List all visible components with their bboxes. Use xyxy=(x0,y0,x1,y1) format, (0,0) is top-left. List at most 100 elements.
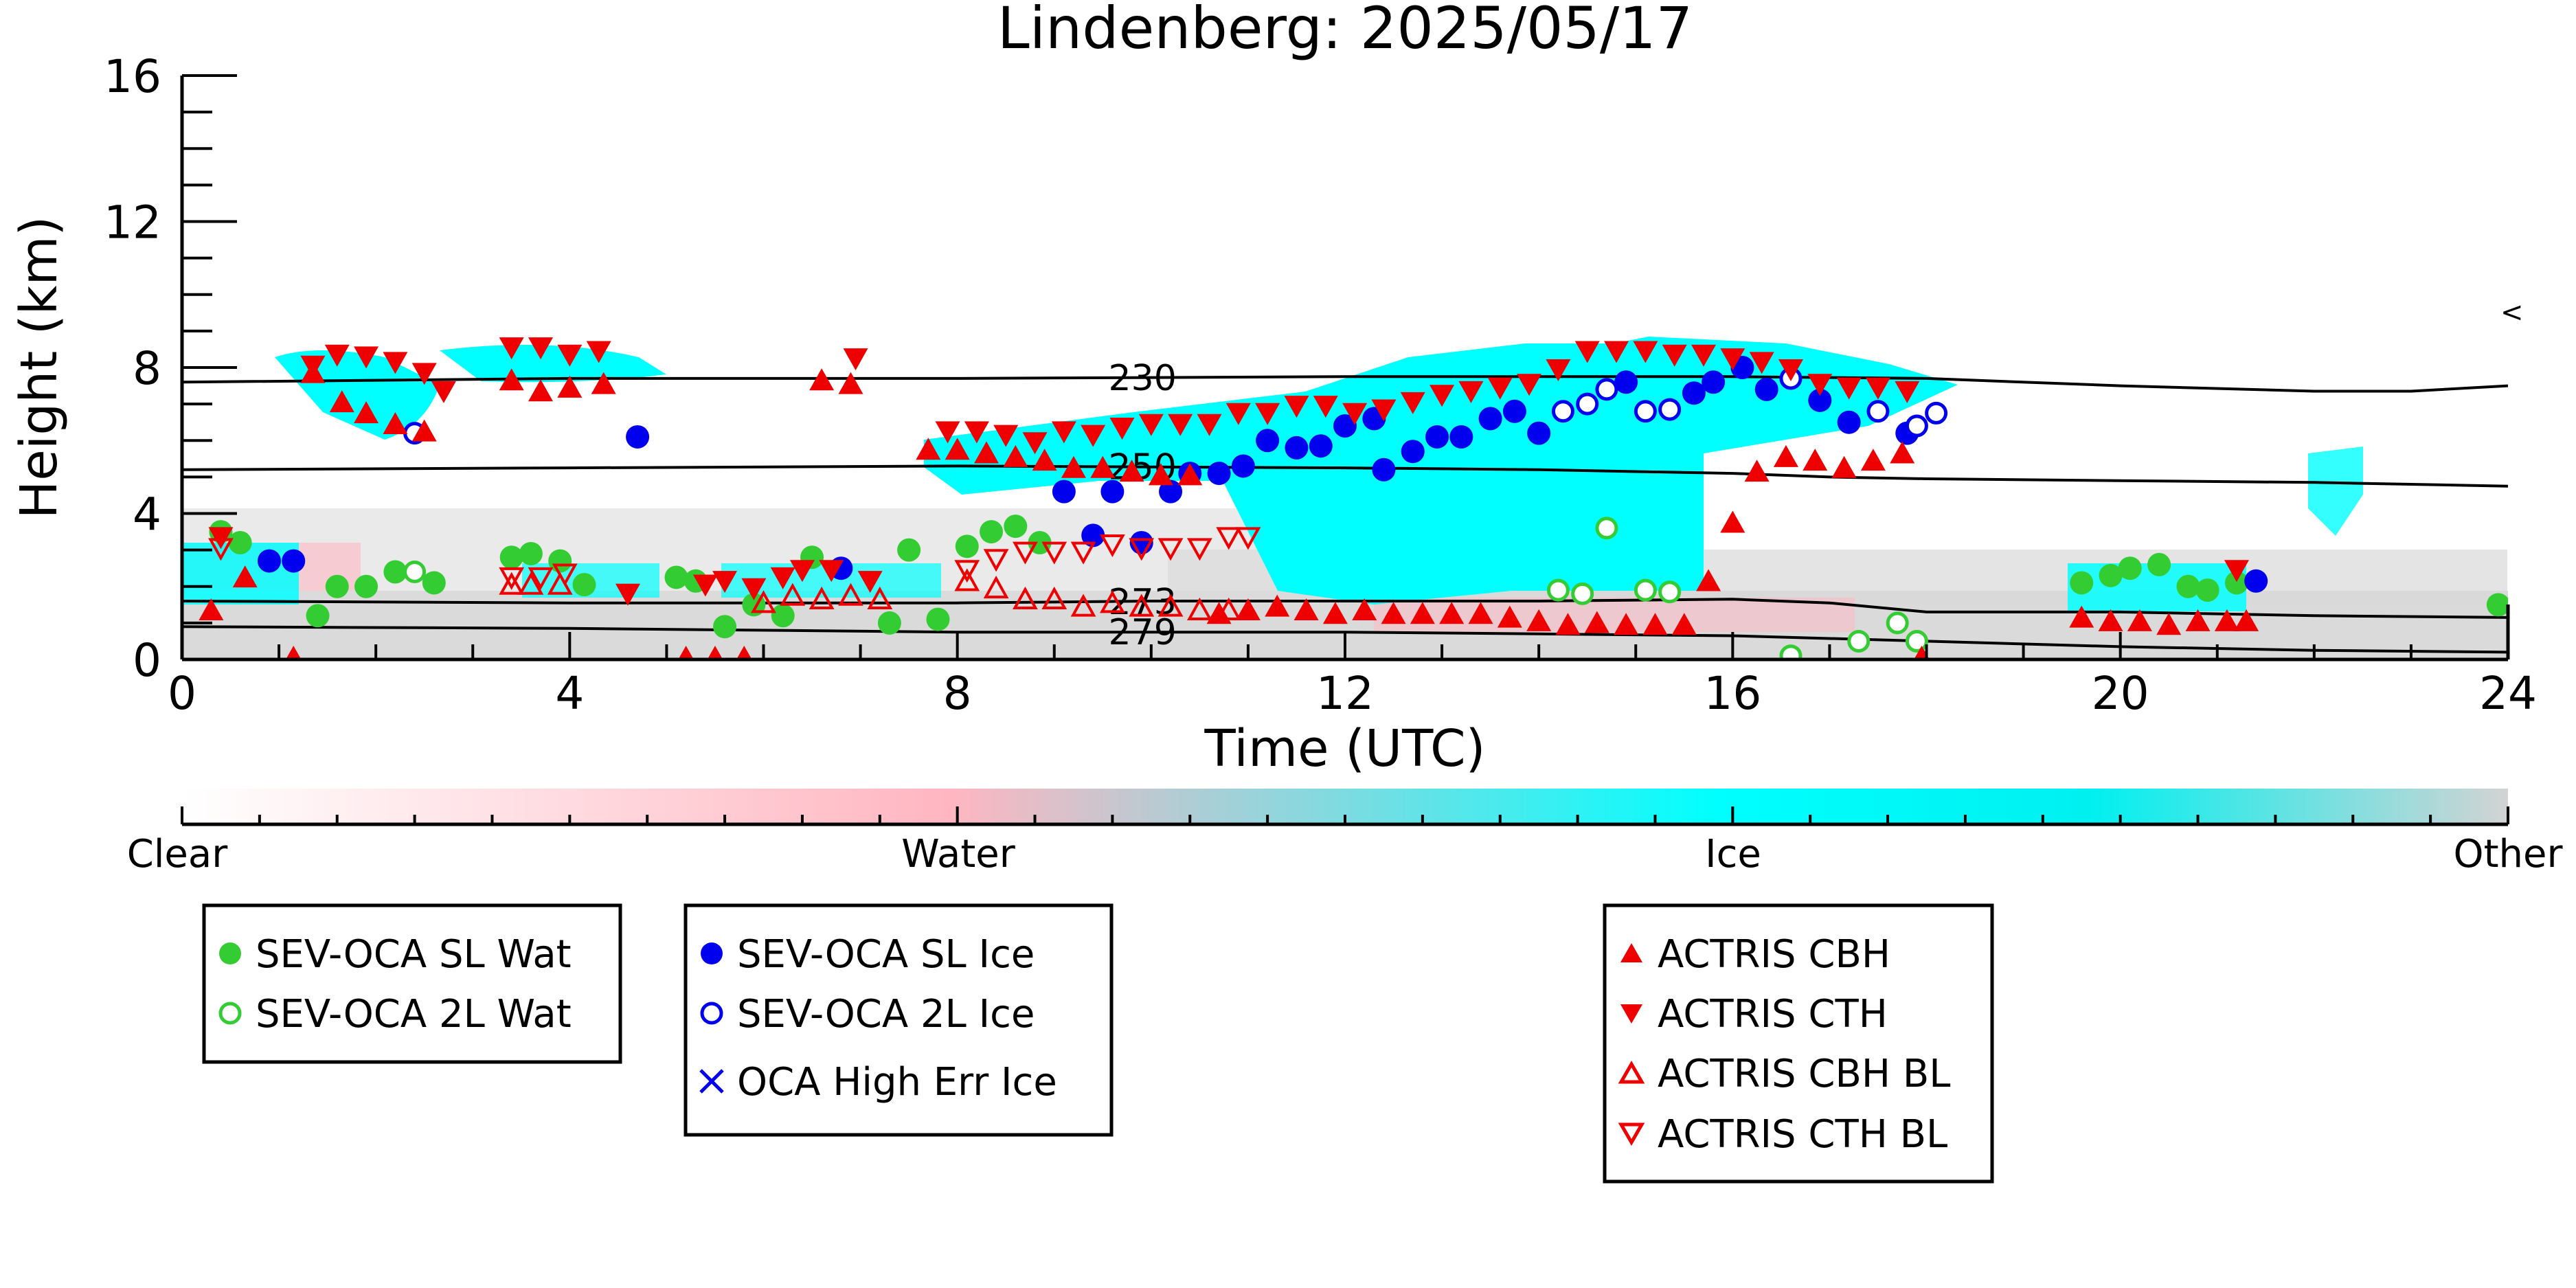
data-point xyxy=(980,520,1004,544)
legend-2l-ice-label: SEV-OCA 2L Ice xyxy=(737,992,1035,1037)
legend-ice: SEV-OCA SL Ice SEV-OCA 2L Ice OCA High E… xyxy=(683,903,1114,1137)
data-point xyxy=(1022,432,1048,455)
data-point xyxy=(2214,609,2239,631)
data-point xyxy=(1041,586,1067,609)
y-tick-label: 12 xyxy=(104,196,161,249)
data-point xyxy=(2176,574,2200,598)
data-point xyxy=(1309,434,1333,458)
data-point xyxy=(285,646,302,659)
data-point xyxy=(664,565,688,589)
data-point xyxy=(1749,352,1774,374)
x-axis-label: Time (UTC) xyxy=(1204,719,1485,778)
y-axis-label: Height (km) xyxy=(10,216,69,519)
data-point xyxy=(843,348,868,371)
data-point xyxy=(1070,594,1096,617)
data-point xyxy=(2127,609,2152,631)
data-point xyxy=(591,372,616,394)
colorbar-label-clear: Clear xyxy=(127,832,228,877)
data-point xyxy=(926,607,950,631)
series-actris-cth-bl xyxy=(208,527,1261,590)
data-point xyxy=(867,586,893,609)
data-point xyxy=(1487,377,1513,400)
data-point xyxy=(713,615,737,639)
data-point xyxy=(1381,602,1406,624)
y-tick-label: 8 xyxy=(133,342,161,395)
data-point xyxy=(329,390,354,413)
legend-high-err-marker xyxy=(699,1069,724,1094)
data-point xyxy=(1468,602,1493,624)
data-point xyxy=(1905,414,1928,438)
legend-sl-wat-label: SEV-OCA SL Wat xyxy=(256,932,572,977)
data-point xyxy=(1803,449,1828,471)
contour-273 xyxy=(182,598,2508,619)
data-point xyxy=(1555,613,1581,635)
legend-cth-marker xyxy=(1620,1004,1642,1024)
data-point xyxy=(1527,421,1551,445)
data-point xyxy=(780,583,806,606)
data-point xyxy=(983,549,1009,572)
data-point xyxy=(1642,613,1668,635)
data-point xyxy=(1197,414,1222,436)
data-point xyxy=(1322,602,1348,624)
data-point xyxy=(1905,629,1928,653)
data-point xyxy=(1614,613,1639,635)
data-point xyxy=(528,567,554,590)
data-point xyxy=(973,441,999,464)
data-point xyxy=(1551,400,1574,423)
data-point xyxy=(586,341,611,363)
data-point xyxy=(431,381,456,403)
data-point xyxy=(1225,403,1251,425)
data-point xyxy=(1333,414,1357,438)
data-point xyxy=(736,646,752,659)
data-point xyxy=(1574,341,1600,363)
data-point xyxy=(2156,613,2182,635)
data-point xyxy=(1634,578,1657,602)
legend-cth-label: ACTRIS CTH xyxy=(1658,992,1888,1037)
data-point xyxy=(499,572,525,595)
data-point xyxy=(1865,377,1890,400)
data-point xyxy=(1576,392,1599,416)
data-point xyxy=(1032,449,1057,471)
data-point xyxy=(354,401,379,424)
series-sev-oca-2l-ice xyxy=(403,367,1948,445)
data-point xyxy=(300,355,326,378)
data-markers xyxy=(199,337,2508,659)
legend-water: SEV-OCA SL Wat SEV-OCA 2L Wat xyxy=(202,903,622,1064)
data-point xyxy=(1159,479,1183,504)
data-point xyxy=(325,574,349,598)
x-tick-label: 24 xyxy=(2479,667,2537,720)
data-point xyxy=(1595,378,1618,401)
data-point xyxy=(2070,571,2094,595)
data-point xyxy=(1119,460,1144,482)
colorbar-label-ice: Ice xyxy=(1705,832,1761,877)
colorbar-label-water: Water xyxy=(901,832,1016,877)
data-point xyxy=(954,568,980,591)
data-point xyxy=(1265,594,1290,617)
x-tick-label: 8 xyxy=(943,667,972,720)
data-point xyxy=(897,538,921,562)
data-point xyxy=(1401,440,1425,464)
data-point xyxy=(1081,523,1105,547)
data-point xyxy=(1100,590,1125,613)
data-point xyxy=(771,604,795,628)
legend-actris-box xyxy=(1603,903,1994,1184)
data-point xyxy=(1837,410,1861,434)
data-point xyxy=(1177,463,1203,486)
data-point xyxy=(1778,359,1803,381)
data-point xyxy=(1157,538,1184,561)
legend-sl-ice-label: SEV-OCA SL Ice xyxy=(737,932,1035,977)
data-point xyxy=(1658,580,1682,604)
data-point xyxy=(2224,571,2248,595)
data-point xyxy=(1691,344,1717,367)
data-point xyxy=(499,368,524,391)
series-sev-oca-2l-wat xyxy=(403,517,1928,659)
series-actris-cth xyxy=(208,337,2249,606)
data-point xyxy=(1186,538,1212,561)
data-point xyxy=(1614,370,1638,394)
data-point xyxy=(2486,593,2508,617)
x-tick-label: 12 xyxy=(1316,667,1374,720)
data-point xyxy=(1502,399,1526,423)
data-point xyxy=(1255,403,1280,425)
data-point xyxy=(411,419,437,442)
data-point xyxy=(1439,602,1465,624)
